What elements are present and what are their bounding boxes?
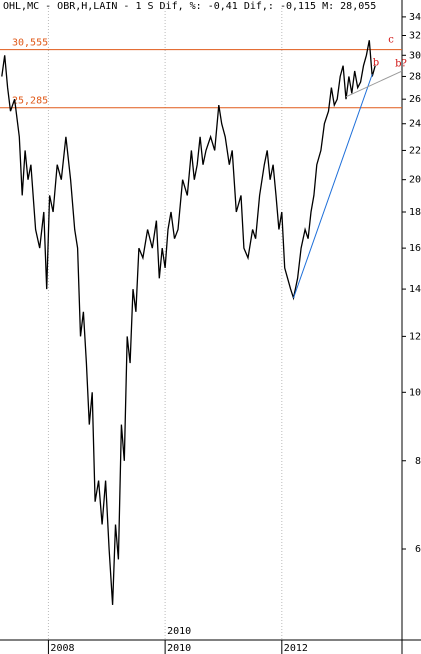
price-line xyxy=(1,40,376,605)
x-tick-label: 2010 xyxy=(167,643,191,654)
y-tick-label: 14 xyxy=(409,284,421,295)
y-tick-label: 6 xyxy=(415,544,421,555)
y-tick-label: 12 xyxy=(409,331,421,342)
trend-line xyxy=(293,74,373,299)
x-tick-label: 2008 xyxy=(50,643,74,654)
annotation: b? xyxy=(395,59,407,70)
y-tick-label: 34 xyxy=(409,12,421,23)
y-tick-label: 26 xyxy=(409,94,421,105)
chart-title: OHL,MC - OBR,H,LAIN - 1 S Dif, %: -0,41 … xyxy=(3,1,376,12)
y-tick-label: 22 xyxy=(409,145,421,156)
y-tick-label: 18 xyxy=(409,207,421,218)
y-tick-label: 24 xyxy=(409,119,421,130)
y-tick-label: 20 xyxy=(409,175,421,186)
x-tick-label: 2012 xyxy=(284,643,308,654)
reference-label: 30,555 xyxy=(12,38,48,49)
y-tick-label: 8 xyxy=(415,456,421,467)
annotation: b xyxy=(373,58,379,69)
marker-label: 2010 xyxy=(167,626,191,637)
trend-line xyxy=(345,70,403,98)
y-tick-label: 16 xyxy=(409,243,421,254)
y-tick-label: 28 xyxy=(409,71,421,82)
annotation: c xyxy=(388,35,394,46)
y-tick-label: 10 xyxy=(409,387,421,398)
y-tick-label: 30 xyxy=(409,50,421,61)
reference-label: 25,285 xyxy=(12,96,48,107)
y-tick-label: 32 xyxy=(409,30,421,41)
